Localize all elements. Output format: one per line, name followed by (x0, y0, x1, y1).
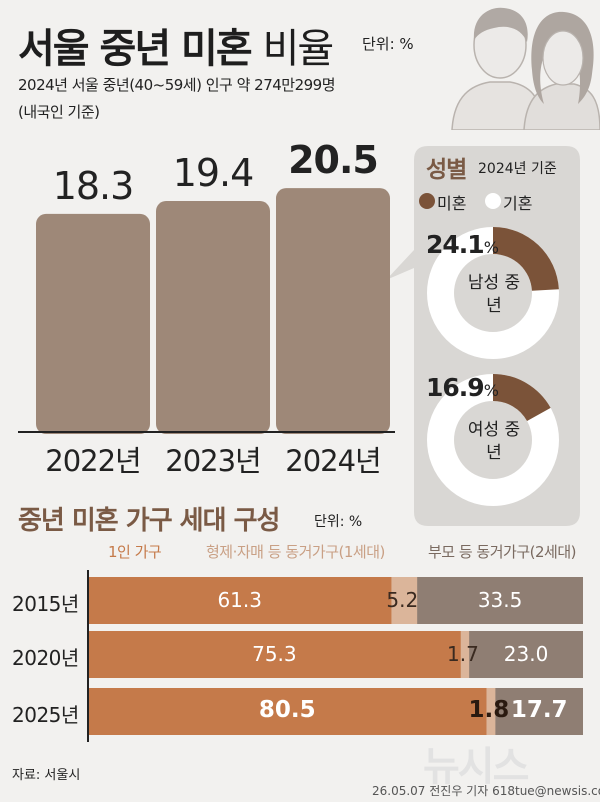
household-title: 중년 미혼 가구 세대 구성 (18, 506, 280, 536)
credit-line: 26.05.07 전진우 기자 618tue@newsis.com (372, 784, 600, 798)
segment-1-2 (486, 688, 496, 735)
subtitle: 2024년 서울 중년(40~59세) 인구 약 274만299명 (18, 76, 336, 94)
subtitle-basis: (내국인 기준) (18, 103, 100, 121)
female-unmarried-value: 16.9% (426, 373, 499, 402)
segment-value-label: 17.7 (510, 697, 568, 723)
category-single: 1인 가구 (108, 543, 162, 561)
segment-value-label: 75.3 (252, 642, 297, 666)
bar-value-label: 20.5 (288, 138, 379, 183)
category-parents: 부모 등 동거가구(2세대) (428, 543, 577, 561)
bar-2023년 (156, 201, 270, 434)
bar-year-label: 2023년 (165, 444, 261, 478)
bar-year-label: 2024년 (285, 444, 381, 478)
legend-dot-unmarried (419, 193, 435, 209)
male-donut-label: 남성 중년 (467, 273, 521, 316)
male-unmarried-value: 24.1% (426, 230, 499, 259)
household-unit: 단위: % (314, 514, 363, 530)
row-year-label: 2015년 (12, 592, 79, 616)
category-siblings: 형제·자매 등 동거가구(1세대) (206, 543, 385, 561)
newsis-watermark: 뉴시스 (423, 744, 529, 790)
page-title: 서울 중년 미혼 비율 (18, 26, 334, 72)
segment-1-1 (460, 631, 470, 678)
legend-unmarried: 미혼 (437, 194, 467, 213)
segment-0-1 (88, 631, 462, 678)
bar-value-label: 18.3 (52, 163, 135, 208)
donut-unmarried-1 (493, 374, 551, 421)
bar-2024년 (276, 188, 390, 434)
segment-value-label: 1.8 (468, 697, 510, 723)
legend-married: 기혼 (503, 194, 533, 213)
segment-1-0 (391, 577, 418, 624)
source-note: 자료: 서울시 (12, 768, 81, 783)
bar-2022년 (36, 213, 150, 434)
bar-year-label: 2022년 (45, 444, 141, 478)
segment-0-2 (88, 688, 487, 735)
segment-value-label: 23.0 (503, 642, 549, 666)
bar-value-label: 19.4 (172, 151, 255, 196)
segment-value-label: 1.7 (447, 642, 479, 666)
row-year-label: 2020년 (12, 646, 79, 670)
row-year-label: 2025년 (12, 703, 79, 727)
gender-basis: 2024년 기준 (478, 161, 557, 177)
segment-value-label: 5.2 (386, 588, 419, 612)
couple-illustration (451, 7, 600, 130)
segment-value-label: 80.5 (258, 697, 316, 723)
donut-unmarried-0 (493, 227, 559, 291)
legend-dot-married (485, 193, 501, 209)
gender-title: 성별 (426, 157, 467, 183)
segment-0-0 (88, 577, 392, 624)
female-donut-label: 여성 중년 (467, 420, 521, 463)
segment-2-0 (417, 577, 583, 624)
segment-2-1 (469, 631, 583, 678)
unit-label: 단위: % (362, 35, 414, 53)
segment-value-label: 33.5 (477, 588, 523, 612)
segment-2-2 (495, 688, 583, 735)
segment-value-label: 61.3 (217, 588, 262, 612)
